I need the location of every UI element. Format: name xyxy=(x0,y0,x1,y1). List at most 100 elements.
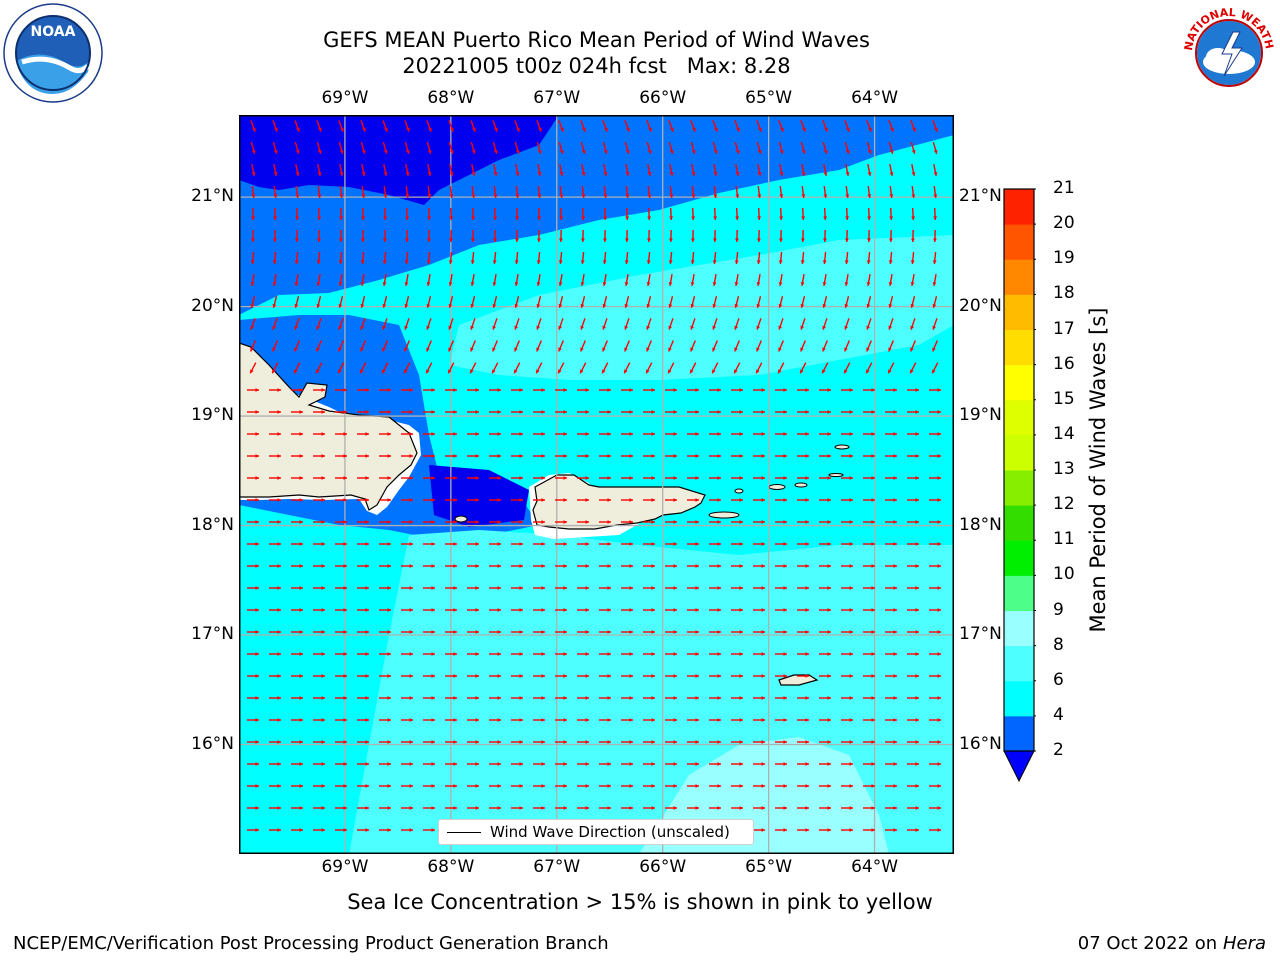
direction-arrowhead xyxy=(492,260,497,264)
direction-arrowhead xyxy=(691,238,695,242)
direction-arrowhead xyxy=(911,172,916,176)
direction-arrowhead xyxy=(783,432,787,436)
direction-arrowhead xyxy=(387,828,391,832)
latRight-5: 16°N xyxy=(959,733,1002,754)
direction-arrowhead xyxy=(783,674,787,678)
direction-arrowhead xyxy=(739,520,743,524)
direction-arrowhead xyxy=(343,476,347,480)
direction-arrowhead xyxy=(431,674,435,678)
direction-arrowhead xyxy=(431,652,435,656)
direction-arrowhead xyxy=(541,410,545,414)
direction-arrowhead xyxy=(541,718,545,722)
direction-arrowhead xyxy=(409,520,413,524)
direction-arrowhead xyxy=(475,586,479,590)
direction-arrowhead xyxy=(629,806,633,810)
direction-arrowhead xyxy=(453,542,457,546)
direction-arrowhead xyxy=(563,454,567,458)
direction-arrowhead xyxy=(321,740,325,744)
direction-arrowhead xyxy=(453,388,457,392)
direction-arrowhead xyxy=(607,432,611,436)
direction-arrowhead xyxy=(911,149,916,154)
footer-date: 07 Oct 2022 on Hera xyxy=(1078,933,1266,954)
direction-arrowhead xyxy=(426,369,430,374)
direction-arrowhead xyxy=(756,369,760,374)
direction-arrowhead xyxy=(581,238,585,242)
direction-arrowhead xyxy=(255,388,259,392)
direction-arrowhead xyxy=(717,762,721,766)
direction-arrowhead xyxy=(343,564,347,568)
direction-arrowhead xyxy=(321,784,325,788)
direction-arrowhead xyxy=(647,149,652,154)
direction-arrowhead xyxy=(541,674,545,678)
direction-arrowhead xyxy=(475,542,479,546)
direction-arrowhead xyxy=(717,432,721,436)
direction-arrowhead xyxy=(844,303,849,308)
direction-arrowhead xyxy=(563,410,567,414)
direction-arrowhead xyxy=(409,476,413,480)
direction-arrowhead xyxy=(449,149,454,154)
direction-arrowhead xyxy=(603,216,608,220)
direction-arrowhead xyxy=(827,608,831,612)
direction-arrowhead xyxy=(409,806,413,810)
direction-arrowhead xyxy=(277,630,281,634)
direction-arrowhead xyxy=(321,674,325,678)
direction-arrowhead xyxy=(405,194,410,198)
direction-arrowhead xyxy=(849,718,853,722)
direction-arrowhead xyxy=(387,652,391,656)
direction-arrowhead xyxy=(849,696,853,700)
direction-arrowhead xyxy=(317,194,322,198)
direction-arrowhead xyxy=(827,630,831,634)
direction-arrowhead xyxy=(783,630,787,634)
direction-arrowhead xyxy=(937,586,941,590)
direction-arrowhead xyxy=(673,740,677,744)
direction-arrowhead xyxy=(822,282,827,286)
direction-arrowhead xyxy=(255,476,259,480)
direction-arrowhead xyxy=(360,347,364,352)
direction-arrowhead xyxy=(431,388,435,392)
direction-arrowhead xyxy=(673,454,677,458)
direction-arrowhead xyxy=(871,388,875,392)
direction-arrowhead xyxy=(299,520,303,524)
direction-arrowhead xyxy=(651,586,655,590)
direction-arrowhead xyxy=(800,260,805,264)
direction-arrowhead xyxy=(629,520,633,524)
direction-arrowhead xyxy=(761,432,765,436)
direction-arrowhead xyxy=(827,388,831,392)
direction-arrowhead xyxy=(453,608,457,612)
direction-arrowhead xyxy=(365,696,369,700)
direction-arrowhead xyxy=(911,216,916,220)
direction-arrowhead xyxy=(497,564,501,568)
direction-arrowhead xyxy=(585,586,589,590)
direction-arrowhead xyxy=(453,630,457,634)
direction-arrowhead xyxy=(581,172,586,176)
direction-arrowhead xyxy=(299,454,303,458)
direction-arrowhead xyxy=(761,520,765,524)
direction-arrowhead xyxy=(343,388,347,392)
direction-arrowhead xyxy=(339,149,344,154)
direction-arrowhead xyxy=(805,586,809,590)
direction-arrowhead xyxy=(563,498,567,502)
direction-arrowhead xyxy=(536,260,541,264)
direction-arrowhead xyxy=(493,216,498,220)
direction-arrowhead xyxy=(585,630,589,634)
direction-arrowhead xyxy=(273,216,278,220)
direction-arrowhead xyxy=(497,476,501,480)
colorbar-segment-12 xyxy=(1004,294,1034,330)
direction-arrowhead xyxy=(339,216,344,220)
latLeft-5: 16°N xyxy=(191,733,234,754)
direction-arrowhead xyxy=(581,149,586,154)
direction-arrowhead xyxy=(321,388,325,392)
direction-arrowhead xyxy=(299,718,303,722)
direction-arrowhead xyxy=(893,740,897,744)
direction-arrowhead xyxy=(937,432,941,436)
direction-arrowhead xyxy=(585,432,589,436)
direction-arrowhead xyxy=(827,498,831,502)
direction-arrowhead xyxy=(602,260,607,264)
direction-arrowhead xyxy=(295,194,300,198)
direction-arrowhead xyxy=(669,194,674,198)
direction-arrowhead xyxy=(405,172,410,176)
direction-arrowhead xyxy=(277,696,281,700)
direction-arrowhead xyxy=(625,149,630,154)
direction-arrowhead xyxy=(536,303,541,308)
virgin-island-5 xyxy=(828,473,844,477)
